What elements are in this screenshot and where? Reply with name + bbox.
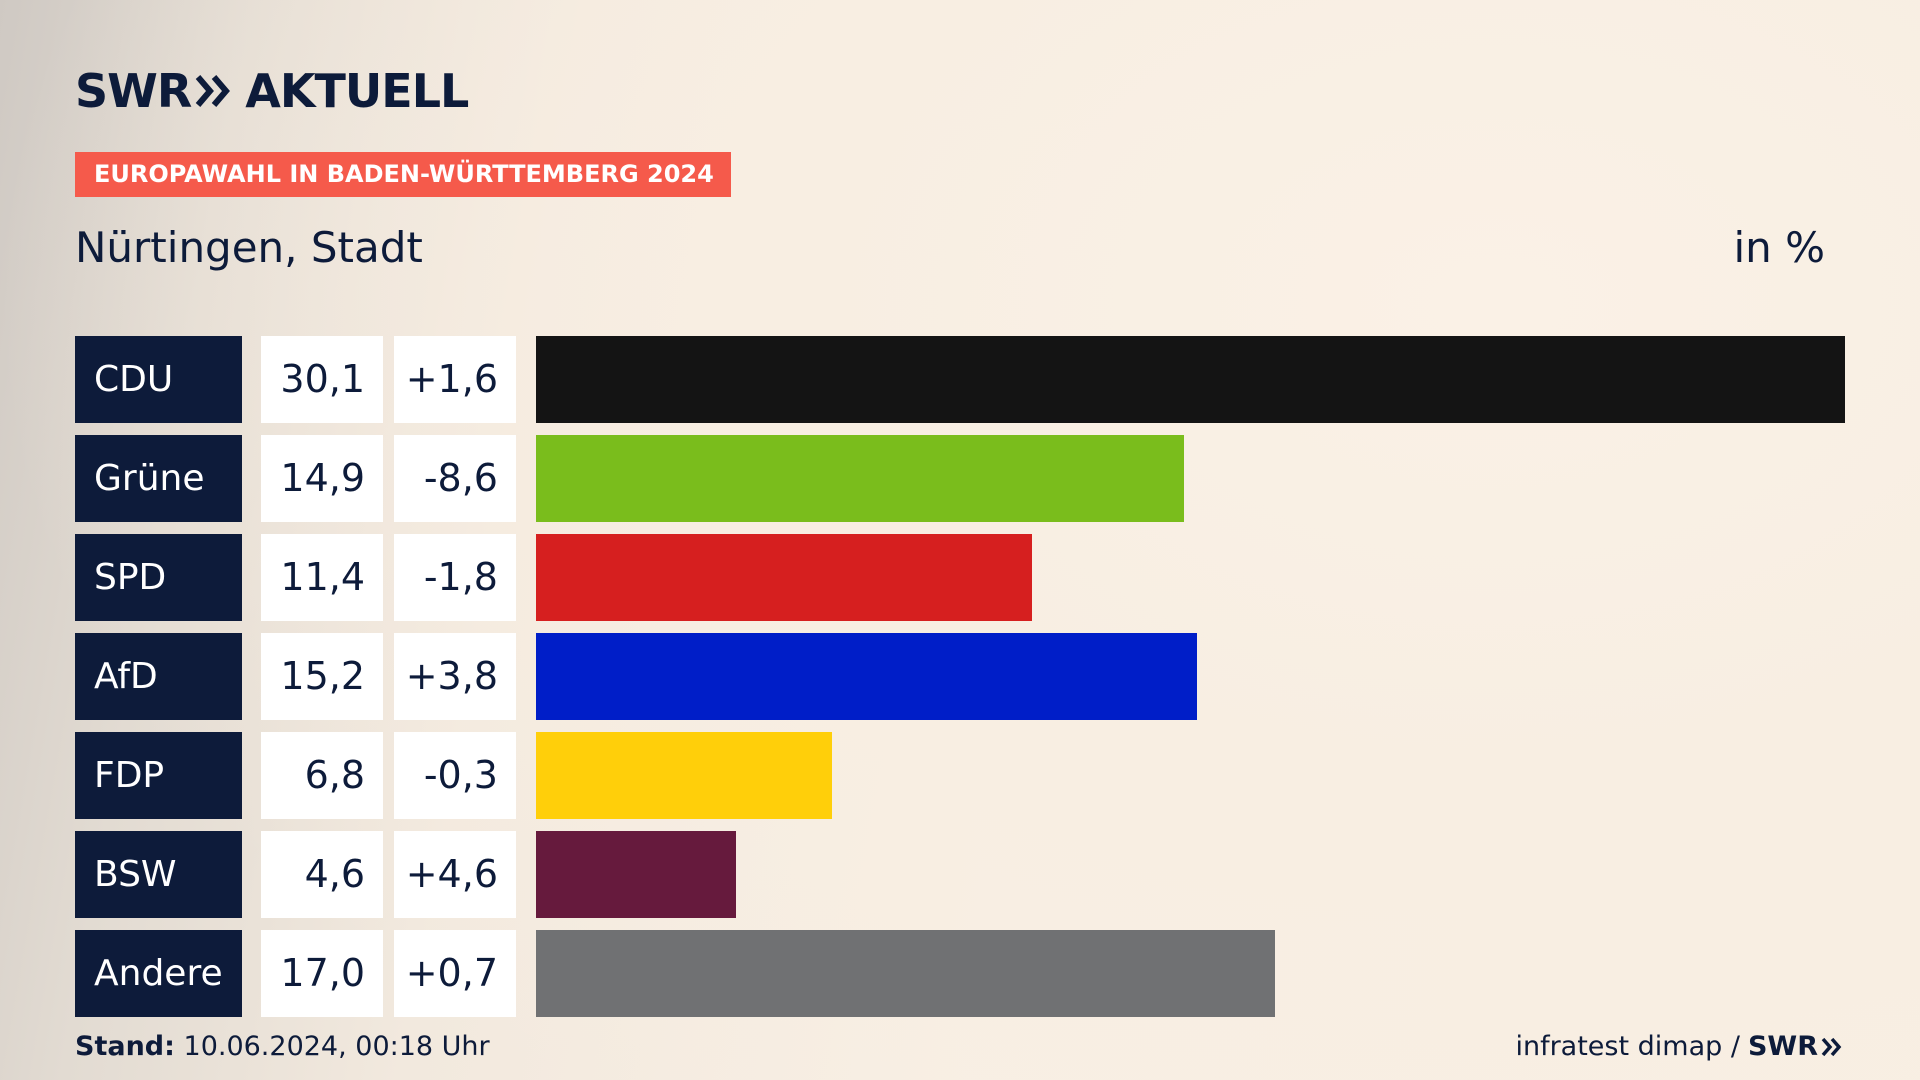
double-chevron-right-icon: [196, 75, 231, 107]
logo-aktuell-text: AKTUELL: [245, 64, 469, 118]
source-text: infratest dimap /: [1515, 1031, 1740, 1062]
party-label: AfD: [75, 633, 242, 720]
result-bar: [536, 831, 736, 918]
diff-value: -8,6: [394, 435, 516, 522]
percent-value: 14,9: [261, 435, 383, 522]
diff-value: +1,6: [394, 336, 516, 423]
diff-value: +0,7: [394, 930, 516, 1017]
result-row: CDU 30,1 +1,6: [75, 336, 1845, 423]
percent-value: 15,2: [261, 633, 383, 720]
double-chevron-right-icon: [1821, 1037, 1842, 1057]
unit-label: in %: [1733, 223, 1825, 272]
party-label: CDU: [75, 336, 242, 423]
diff-value: +3,8: [394, 633, 516, 720]
logo-swr-text: SWR: [75, 64, 192, 118]
swr-mini-logo: SWR: [1748, 1030, 1843, 1064]
party-label: BSW: [75, 831, 242, 918]
party-label: Andere: [75, 930, 242, 1017]
diff-value: +4,6: [394, 831, 516, 918]
stand-value: 10.06.2024, 00:18 Uhr: [183, 1031, 490, 1062]
timestamp: Stand: 10.06.2024, 00:18 Uhr: [75, 1030, 490, 1064]
result-row: BSW 4,6 +4,6: [75, 831, 1845, 918]
election-badge: EUROPAWAHL IN BADEN-WÜRTTEMBERG 2024: [75, 152, 731, 197]
percent-value: 17,0: [261, 930, 383, 1017]
party-label: SPD: [75, 534, 242, 621]
percent-value: 11,4: [261, 534, 383, 621]
result-bar: [536, 336, 1845, 423]
result-bar: [536, 633, 1197, 720]
diff-value: -1,8: [394, 534, 516, 621]
result-bar: [536, 534, 1032, 621]
stand-label: Stand:: [75, 1031, 175, 1062]
result-bar: [536, 930, 1275, 1017]
swr-mini-logo-text: SWR: [1747, 1031, 1818, 1062]
result-row: FDP 6,8 -0,3: [75, 732, 1845, 819]
result-row: Grüne 14,9 -8,6: [75, 435, 1845, 522]
percent-value: 4,6: [261, 831, 383, 918]
party-label: FDP: [75, 732, 242, 819]
result-row: AfD 15,2 +3,8: [75, 633, 1845, 720]
percent-value: 6,8: [261, 732, 383, 819]
swr-aktuell-logo: SWR AKTUELL: [75, 64, 469, 118]
source-credit: infratest dimap / SWR: [1515, 1030, 1843, 1064]
result-row: SPD 11,4 -1,8: [75, 534, 1845, 621]
page-title: Nürtingen, Stadt: [75, 223, 423, 272]
percent-value: 30,1: [261, 336, 383, 423]
diff-value: -0,3: [394, 732, 516, 819]
result-row: Andere 17,0 +0,7: [75, 930, 1845, 1017]
result-bar: [536, 435, 1184, 522]
party-label: Grüne: [75, 435, 242, 522]
result-bar: [536, 732, 832, 819]
